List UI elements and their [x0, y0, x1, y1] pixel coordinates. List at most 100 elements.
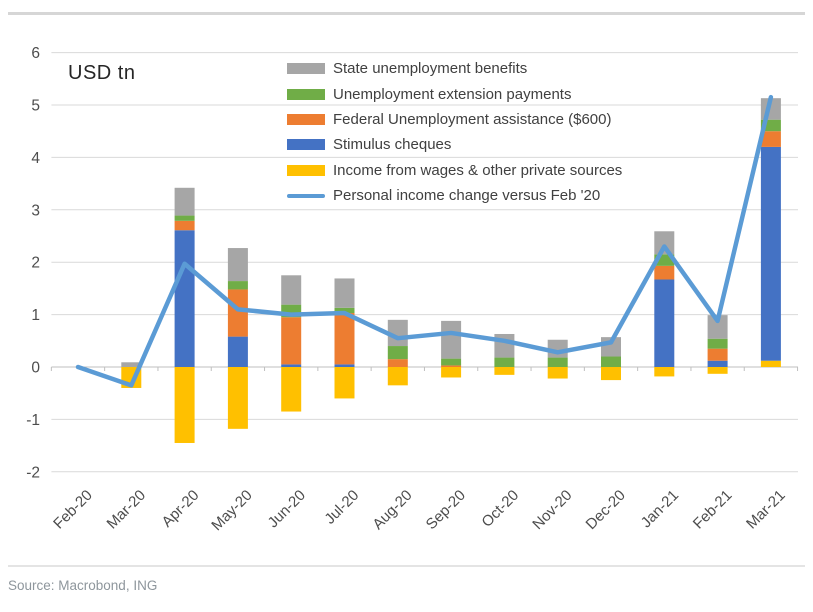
yellow-swatch-icon	[287, 164, 325, 176]
bar-segment	[334, 313, 355, 365]
x-tick-label: Jul-20	[321, 487, 362, 528]
bar-segment	[227, 367, 248, 429]
bar-segment	[760, 360, 781, 367]
bar-segment	[174, 215, 195, 221]
x-tick-label: Mar-20	[104, 487, 150, 533]
x-tick-label: May-20	[208, 487, 255, 534]
x-tick-label: Nov-20	[529, 487, 575, 533]
axis-unit-label: USD tn	[68, 62, 136, 84]
legend-item-stimulus-cheques: Stimulus cheques	[287, 132, 622, 157]
bar-segment	[441, 365, 462, 367]
x-tick-label: Oct-20	[478, 487, 522, 531]
green-swatch-icon	[287, 88, 325, 100]
bar-segment	[227, 248, 248, 282]
bar-segment	[707, 360, 728, 367]
bar-segment	[387, 346, 408, 360]
bar-segment	[707, 315, 728, 339]
x-tick-label: Jan-21	[638, 487, 682, 531]
y-tick-label: 3	[31, 202, 40, 219]
x-tick-label: Aug-20	[369, 487, 415, 533]
stacked-bars	[121, 98, 781, 443]
x-tick-label: Mar-21	[743, 487, 789, 533]
bar-segment	[441, 320, 462, 359]
x-tick-label: Jun-20	[265, 487, 309, 531]
bar-segment	[281, 367, 302, 412]
legend-item-extension-payments: Unemployment extension payments	[287, 81, 622, 106]
bar-segment	[494, 357, 515, 367]
bar-segment	[707, 367, 728, 374]
bar-segment	[654, 279, 675, 367]
bar-segment	[174, 220, 195, 231]
legend-label: Federal Unemployment assistance ($600)	[333, 110, 612, 128]
gray-swatch-icon	[287, 63, 325, 75]
bar-segment	[281, 317, 302, 365]
bar-segment	[707, 338, 728, 349]
bottom-divider	[8, 565, 805, 567]
x-tick-label: Apr-20	[159, 487, 203, 531]
legend-label: Personal income change versus Feb '20	[333, 187, 601, 205]
y-tick-label: 6	[31, 45, 40, 62]
bar-segment	[654, 231, 675, 255]
y-tick-label: 2	[31, 255, 40, 272]
bar-segment	[654, 367, 675, 377]
bar-segment	[334, 307, 355, 314]
x-axis-tick-labels: Feb-20 Mar-20 Apr-20 May-20 Jun-20 Jul-20 Aug-…	[50, 487, 789, 534]
y-tick-label: 0	[31, 360, 40, 377]
orange-swatch-icon	[287, 113, 325, 125]
bar-segment	[654, 254, 675, 266]
bar-segment	[174, 187, 195, 216]
bar-segment	[654, 265, 675, 280]
bar-segment	[227, 281, 248, 290]
legend-item-personal-income-line: Personal income change versus Feb '20	[287, 183, 622, 208]
bar-segment	[494, 367, 515, 375]
bar-segment	[174, 367, 195, 443]
bar-segment	[707, 348, 728, 361]
bar-segment	[387, 359, 408, 367]
y-axis-tick-labels: 6 5 4 3 2 1 0 -1 -2	[26, 45, 40, 481]
bar-segment	[547, 357, 568, 367]
top-divider	[8, 12, 805, 15]
legend-label: Unemployment extension payments	[333, 85, 572, 103]
bar-segment	[227, 336, 248, 367]
bar-segment	[334, 364, 355, 367]
legend-item-federal-assistance: Federal Unemployment assistance ($600)	[287, 107, 622, 132]
bar-segment	[281, 275, 302, 305]
y-tick-label: 1	[31, 307, 40, 324]
legend-label: Stimulus cheques	[333, 136, 452, 154]
bar-segment	[760, 131, 781, 147]
bar-segment	[334, 278, 355, 308]
legend-item-state-unemployment: State unemployment benefits	[287, 56, 622, 81]
legend-label: State unemployment benefits	[333, 60, 528, 78]
bar-segment	[441, 367, 462, 378]
source-note: Source: Macrobond, ING	[8, 578, 158, 593]
bar-segment	[227, 289, 248, 337]
bar-segment	[601, 367, 621, 381]
line-swatch-icon	[287, 193, 325, 198]
personal-income-line	[75, 94, 774, 388]
y-tick-label: -1	[26, 412, 40, 429]
bar-segment	[760, 119, 781, 132]
bar-segment	[441, 358, 462, 366]
bar-segment	[281, 364, 302, 367]
legend-label: Income from wages & other private source…	[333, 161, 623, 179]
bar-segment	[121, 362, 142, 367]
y-tick-label: -2	[26, 464, 40, 481]
blue-swatch-icon	[287, 139, 325, 151]
y-tick-label: 4	[31, 150, 40, 167]
chart-legend: State unemployment benefits Unemployment…	[287, 56, 622, 208]
x-tick-label: Feb-21	[690, 487, 736, 533]
legend-item-wages-income: Income from wages & other private source…	[287, 158, 622, 183]
x-tick-label: Dec-20	[583, 487, 629, 533]
x-tick-label: Feb-20	[50, 487, 96, 533]
bar-segment	[760, 146, 781, 361]
bar-segment	[547, 367, 568, 379]
x-tick-label: Sep-20	[423, 487, 469, 533]
bar-segment	[387, 367, 408, 386]
bar-segment	[174, 230, 195, 367]
y-tick-label: 5	[31, 98, 40, 115]
category-axis	[50, 366, 799, 371]
bar-segment	[601, 356, 621, 367]
bar-segment	[334, 367, 355, 399]
